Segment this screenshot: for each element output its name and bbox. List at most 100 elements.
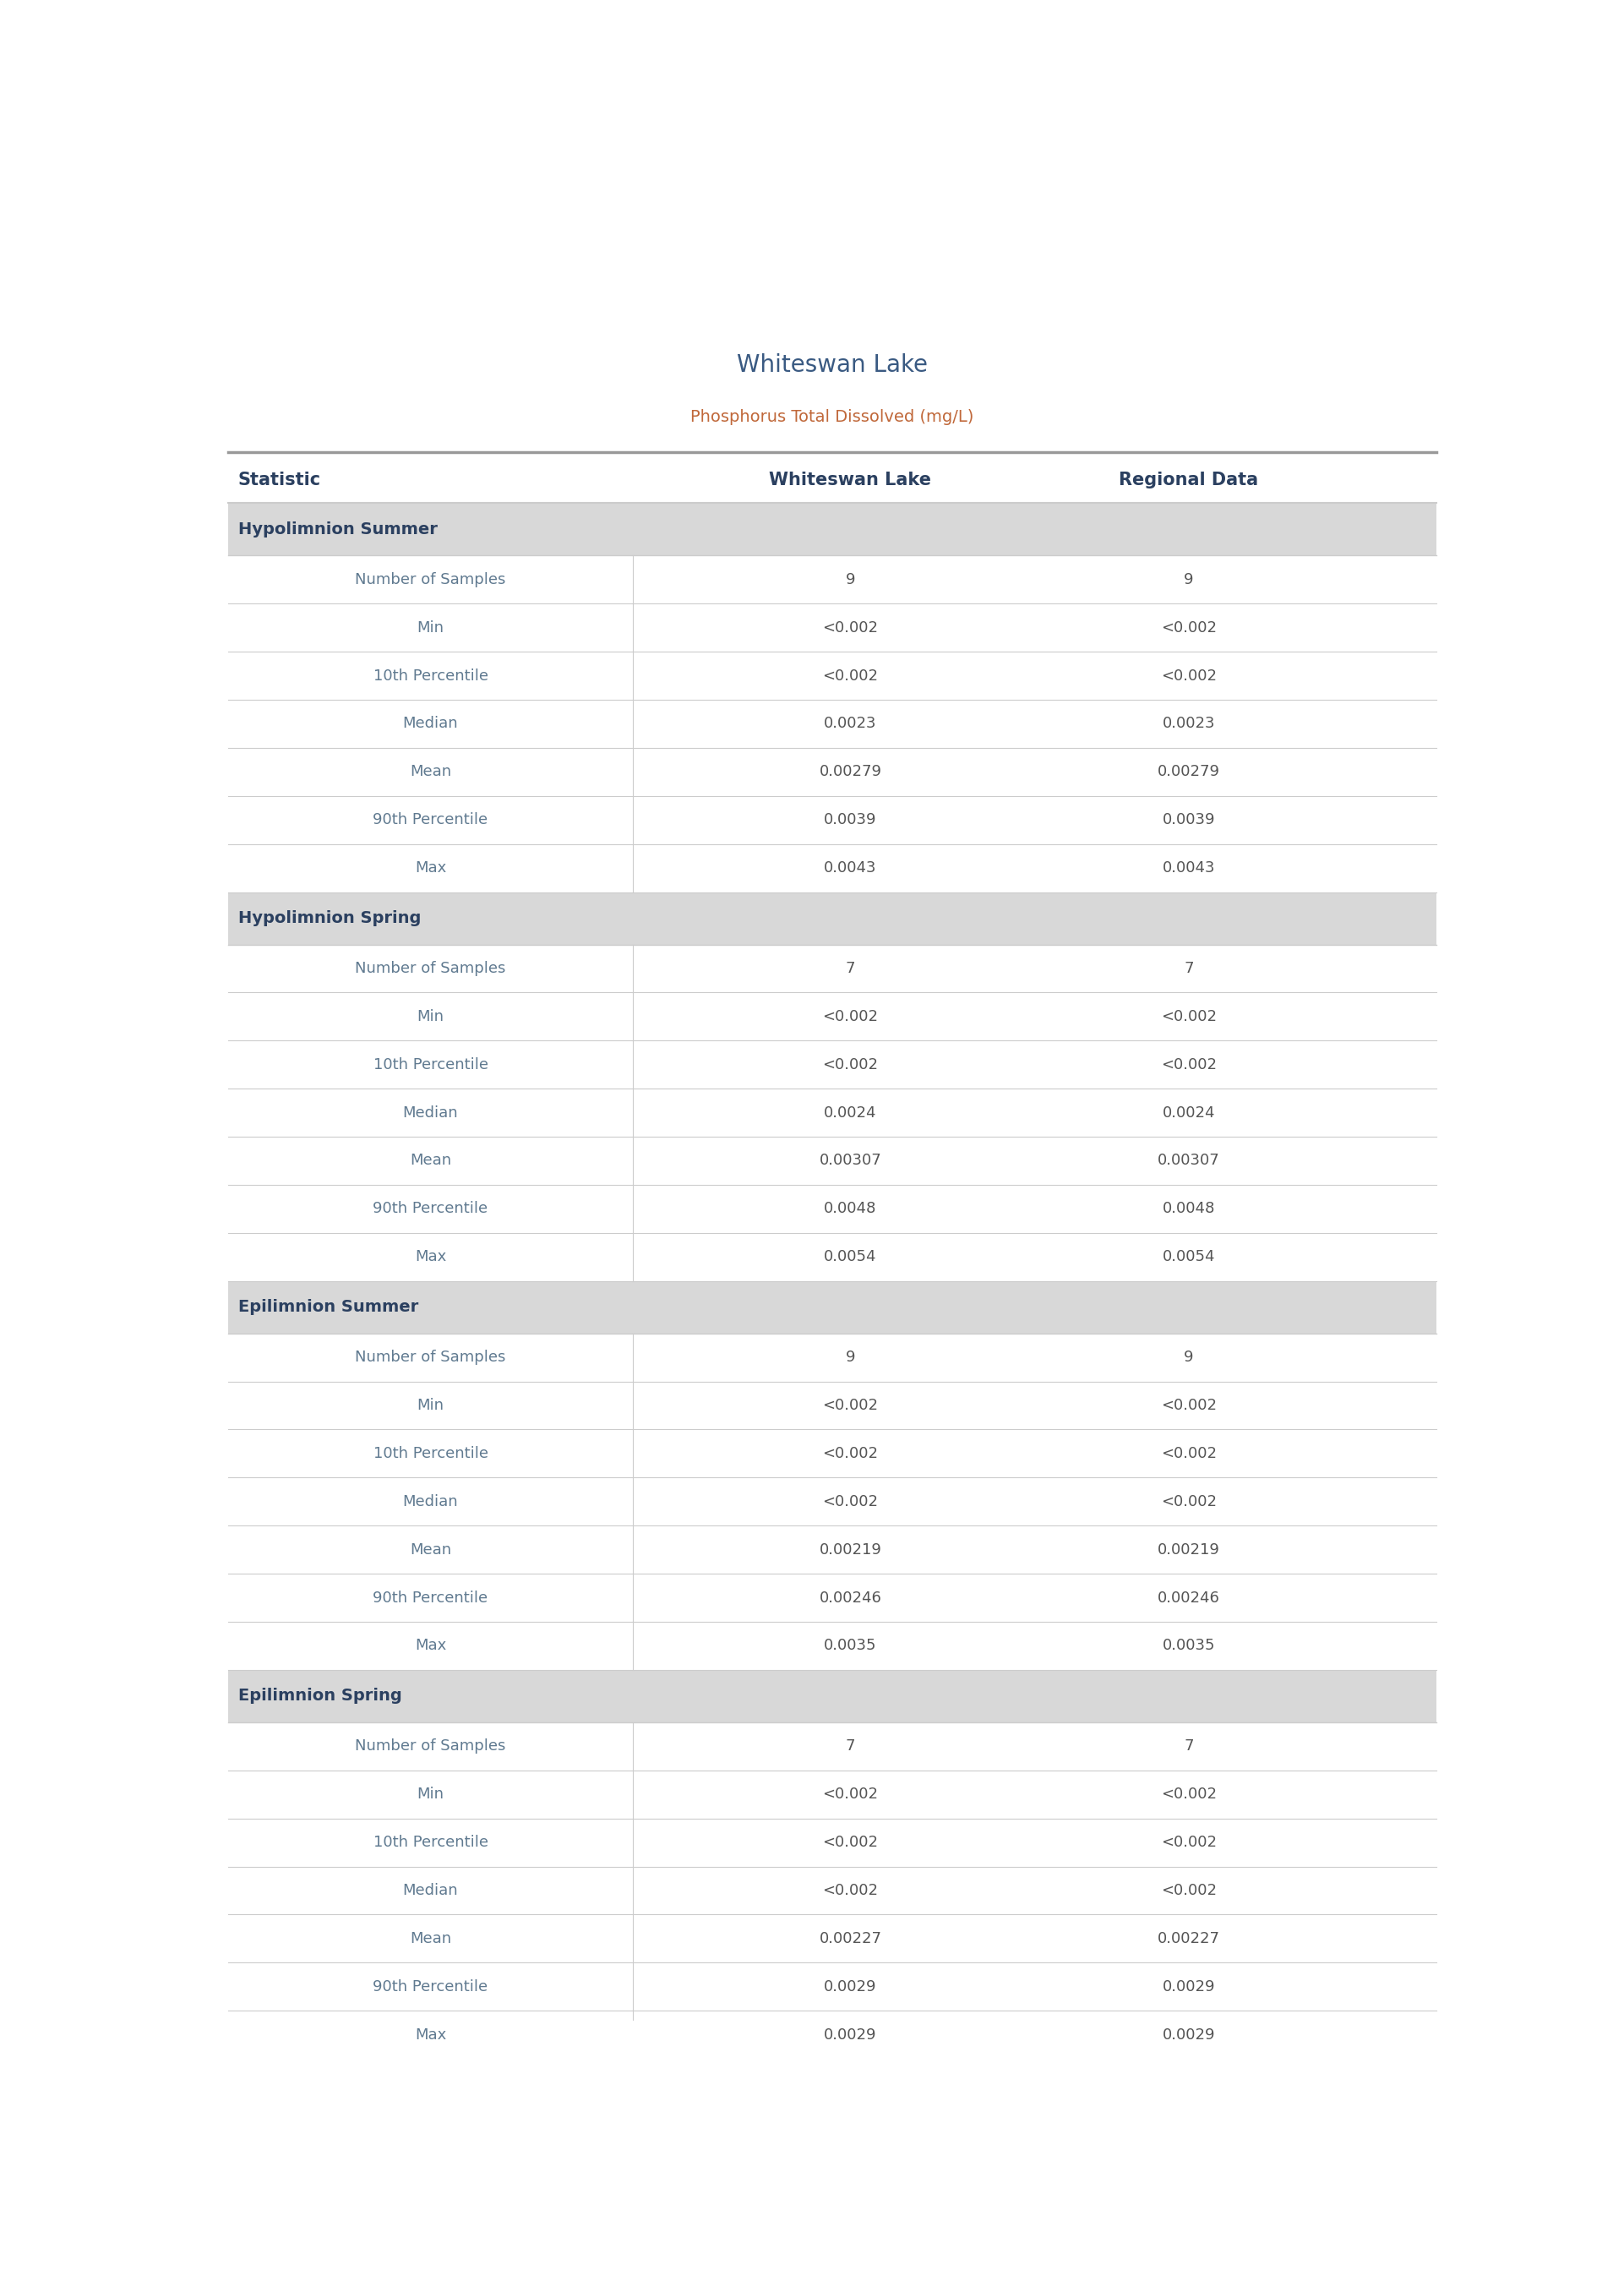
Text: 7: 7 <box>1184 1739 1194 1755</box>
Text: 10th Percentile: 10th Percentile <box>374 1446 487 1462</box>
Bar <box>227 944 1436 992</box>
Text: Min: Min <box>417 1008 443 1024</box>
Text: Mean: Mean <box>409 1153 451 1169</box>
Text: Max: Max <box>414 1249 447 1264</box>
Bar <box>227 797 1436 844</box>
Bar <box>227 1382 1436 1430</box>
Bar <box>227 1430 1436 1478</box>
Text: <0.002: <0.002 <box>1161 1786 1216 1802</box>
Bar <box>227 1671 1436 1723</box>
Text: Hypolimnion Spring: Hypolimnion Spring <box>239 910 421 926</box>
Text: 0.00307: 0.00307 <box>818 1153 882 1169</box>
Bar <box>227 1040 1436 1090</box>
Text: 0.00307: 0.00307 <box>1158 1153 1220 1169</box>
Bar <box>227 1771 1436 1818</box>
Text: 90th Percentile: 90th Percentile <box>374 1201 489 1217</box>
Text: 0.0029: 0.0029 <box>1163 1979 1215 1995</box>
Text: <0.002: <0.002 <box>822 1398 879 1414</box>
Text: 0.0029: 0.0029 <box>1163 2027 1215 2043</box>
Text: 0.00219: 0.00219 <box>1158 1541 1220 1557</box>
Text: <0.002: <0.002 <box>1161 620 1216 636</box>
Bar <box>227 1964 1436 2011</box>
Text: Whiteswan Lake: Whiteswan Lake <box>737 354 927 377</box>
Bar <box>227 1478 1436 1525</box>
Text: Number of Samples: Number of Samples <box>356 1739 507 1755</box>
Text: <0.002: <0.002 <box>822 1446 879 1462</box>
Text: 0.0054: 0.0054 <box>1163 1249 1215 1264</box>
Bar <box>227 1866 1436 1914</box>
Text: 7: 7 <box>846 960 856 976</box>
Bar <box>227 844 1436 892</box>
Text: 10th Percentile: 10th Percentile <box>374 1058 487 1071</box>
Text: 0.0043: 0.0043 <box>823 860 877 876</box>
Text: Regional Data: Regional Data <box>1119 472 1259 488</box>
Text: Epilimnion Summer: Epilimnion Summer <box>239 1298 419 1314</box>
Text: 0.0035: 0.0035 <box>823 1639 877 1653</box>
Bar <box>227 1621 1436 1671</box>
Text: <0.002: <0.002 <box>1161 1058 1216 1071</box>
Text: Number of Samples: Number of Samples <box>356 960 507 976</box>
Text: Number of Samples: Number of Samples <box>356 1351 507 1364</box>
Text: 0.00279: 0.00279 <box>1158 765 1220 779</box>
Text: <0.002: <0.002 <box>1161 1834 1216 1850</box>
Text: Mean: Mean <box>409 1932 451 1945</box>
Text: Mean: Mean <box>409 1541 451 1557</box>
Text: 0.0048: 0.0048 <box>823 1201 877 1217</box>
Text: 0.0029: 0.0029 <box>823 2027 877 2043</box>
Text: <0.002: <0.002 <box>822 1834 879 1850</box>
Bar <box>227 1723 1436 1771</box>
Bar <box>227 1185 1436 1233</box>
Text: 0.0023: 0.0023 <box>823 717 877 731</box>
Text: 0.00227: 0.00227 <box>818 1932 882 1945</box>
Text: Max: Max <box>414 860 447 876</box>
Text: 0.00227: 0.00227 <box>1158 1932 1220 1945</box>
Text: 90th Percentile: 90th Percentile <box>374 1591 489 1605</box>
Text: Hypolimnion Summer: Hypolimnion Summer <box>239 522 437 538</box>
Bar <box>227 699 1436 747</box>
Text: <0.002: <0.002 <box>1161 1446 1216 1462</box>
Text: <0.002: <0.002 <box>822 620 879 636</box>
Text: 90th Percentile: 90th Percentile <box>374 813 489 829</box>
Text: <0.002: <0.002 <box>1161 1008 1216 1024</box>
Bar <box>227 504 1436 556</box>
Text: 0.0024: 0.0024 <box>823 1105 877 1121</box>
Text: 0.0039: 0.0039 <box>1163 813 1215 829</box>
Text: <0.002: <0.002 <box>822 1882 879 1898</box>
Text: Min: Min <box>417 1398 443 1414</box>
Text: <0.002: <0.002 <box>822 1058 879 1071</box>
Text: 0.00246: 0.00246 <box>1158 1591 1220 1605</box>
Text: 0.0029: 0.0029 <box>823 1979 877 1995</box>
Bar <box>227 1137 1436 1185</box>
Text: <0.002: <0.002 <box>1161 667 1216 683</box>
Text: Whiteswan Lake: Whiteswan Lake <box>770 472 932 488</box>
Text: 0.00246: 0.00246 <box>818 1591 882 1605</box>
Text: <0.002: <0.002 <box>1161 1882 1216 1898</box>
Bar <box>227 892 1436 944</box>
Text: 0.0048: 0.0048 <box>1163 1201 1215 1217</box>
Text: Median: Median <box>403 717 458 731</box>
Text: 7: 7 <box>1184 960 1194 976</box>
Text: 0.0039: 0.0039 <box>823 813 877 829</box>
Text: 9: 9 <box>846 572 856 588</box>
Text: Min: Min <box>417 1786 443 1802</box>
Bar <box>227 604 1436 651</box>
Text: Max: Max <box>414 1639 447 1653</box>
Text: 0.0035: 0.0035 <box>1163 1639 1215 1653</box>
Bar <box>227 651 1436 699</box>
Bar <box>227 459 1436 504</box>
Text: 0.0024: 0.0024 <box>1163 1105 1215 1121</box>
Text: Number of Samples: Number of Samples <box>356 572 507 588</box>
Text: Median: Median <box>403 1882 458 1898</box>
Text: 10th Percentile: 10th Percentile <box>374 667 487 683</box>
Text: <0.002: <0.002 <box>822 1008 879 1024</box>
Text: 9: 9 <box>1184 1351 1194 1364</box>
Bar <box>227 1818 1436 1866</box>
Text: 0.00219: 0.00219 <box>818 1541 882 1557</box>
Text: Epilimnion Spring: Epilimnion Spring <box>239 1689 403 1705</box>
Bar <box>227 1332 1436 1382</box>
Text: <0.002: <0.002 <box>1161 1398 1216 1414</box>
Text: 9: 9 <box>1184 572 1194 588</box>
Bar <box>227 1573 1436 1621</box>
Bar <box>227 556 1436 604</box>
Text: 10th Percentile: 10th Percentile <box>374 1834 487 1850</box>
